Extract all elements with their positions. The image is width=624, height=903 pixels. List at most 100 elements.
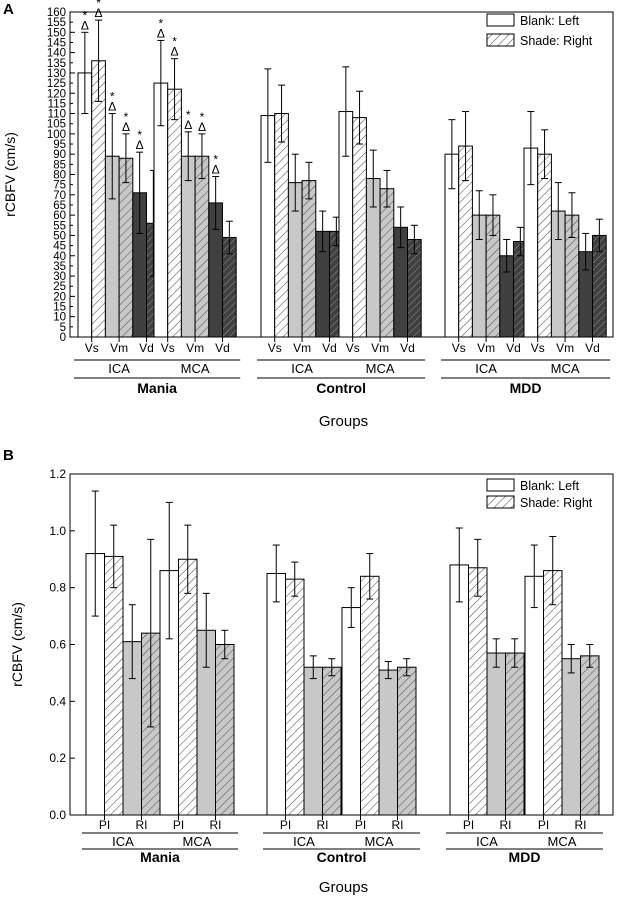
y-tick-label: 150 (47, 27, 66, 39)
significance-marker: * (124, 110, 129, 124)
significance-marker: * (83, 8, 88, 22)
group-label: Control (317, 849, 367, 865)
param-label: Vm (110, 341, 128, 355)
y-tick-label: 115 (48, 98, 66, 110)
param-label: PI (173, 818, 184, 832)
significance-marker: * (172, 35, 177, 49)
y-tick-label: 10 (53, 312, 66, 324)
x-axis-label: Groups (319, 413, 368, 430)
param-label: PI (463, 818, 474, 832)
param-label: Vs (85, 341, 99, 355)
panel-b: 0.0 0.2 0.4 0.6 0.8 1.0 1.2 rCBFV (cm/s) B Groups… (3, 447, 614, 896)
bar-control-mca-pi-right (360, 575, 380, 816)
significance-marker: Δ (171, 45, 179, 59)
vessel-label: ICA (112, 834, 134, 849)
bar-mdd-mca-vs-right (537, 153, 552, 338)
bar-control-ica-vm-right (301, 180, 317, 338)
y-axis-label: rCBFV (cm/s) (2, 132, 18, 217)
bar-mdd-mca-ri-right (580, 655, 600, 816)
y-tick-label: 125 (47, 78, 66, 90)
bar-mdd-mca-ri-left (561, 658, 581, 816)
bar-control-mca-ri-right (397, 666, 417, 816)
group-label: MDD (509, 849, 541, 865)
y-axis-label: rCBFV (cm/s) (9, 602, 25, 687)
group-label: Control (316, 380, 366, 396)
y-tick-label: 0 (60, 332, 66, 344)
y-tick-label: 80 (53, 170, 66, 182)
significance-marker: Δ (198, 120, 206, 134)
param-label: Vm (477, 341, 495, 355)
y-tick-label: 85 (53, 159, 66, 171)
significance-marker: Δ (95, 6, 103, 20)
significance-marker: * (200, 110, 205, 124)
param-label: Vd (215, 341, 230, 355)
bar-control-ica-ri-right (322, 666, 342, 816)
y-tick-label: 1.2 (49, 467, 66, 481)
legend: Blank: Left Shade: Right (486, 13, 593, 48)
y-tick-label: 100 (47, 129, 66, 141)
param-label: RI (136, 818, 148, 832)
vessel-label: MCA (366, 361, 395, 376)
vessel-label: ICA (108, 361, 130, 376)
significance-marker: * (213, 153, 218, 167)
significance-marker: Δ (81, 18, 89, 32)
significance-marker: * (137, 128, 142, 142)
bar-control-mca-vs-right (352, 117, 367, 338)
y-tick-label: 65 (53, 200, 66, 212)
bar-mdd-ica-pi-left (449, 564, 469, 816)
param-label: Vs (346, 341, 360, 355)
y-tick-label: 120 (47, 88, 66, 100)
y-tick-label: 5 (60, 322, 66, 334)
significance-marker: Δ (108, 100, 116, 114)
y-tick-label: 0.2 (49, 751, 66, 765)
param-label: Vd (400, 341, 415, 355)
bar-mdd-ica-ri-left (486, 652, 506, 816)
y-tick-label: 0.6 (49, 638, 66, 652)
y-tick-label: 50 (53, 230, 66, 242)
y-tick-label: 140 (47, 48, 66, 60)
param-label: RI (210, 818, 222, 832)
vessel-label: ICA (475, 361, 497, 376)
legend-swatch-hatch (486, 33, 515, 47)
legend-label: Blank: Left (520, 14, 580, 28)
group-label: MDD (510, 380, 542, 396)
y-tick-label: 145 (47, 37, 66, 49)
bar-mania-mca-vm-right (194, 155, 210, 338)
bar-mdd-ica-pi-right (468, 567, 488, 816)
y-tick-label: 160 (47, 7, 66, 19)
panel-label: A (3, 1, 14, 18)
param-label: RI (575, 818, 587, 832)
significance-marker: Δ (122, 120, 130, 134)
bar-control-ica-ri-left (303, 666, 323, 816)
vessel-label: MCA (181, 361, 210, 376)
y-tick-label: 25 (53, 281, 66, 293)
param-label: RI (392, 818, 404, 832)
y-tick-label: 1.0 (49, 524, 66, 538)
bar-mdd-ica-ri-right (505, 652, 525, 816)
y-tick-label: 155 (47, 17, 66, 29)
param-label: Vd (139, 341, 154, 355)
y-tick-label: 75 (53, 180, 66, 192)
param-label: Vm (371, 341, 389, 355)
param-label: RI (317, 818, 329, 832)
y-tick-label: 60 (53, 210, 66, 222)
vessel-label: ICA (293, 834, 315, 849)
y-tick-label: 55 (53, 220, 66, 232)
bar-mdd-mca-pi-right (543, 570, 563, 816)
param-label: Vs (161, 341, 175, 355)
bar-mania-mca-ri-right (215, 644, 235, 816)
y-tick-label: 0.8 (49, 581, 66, 595)
vessel-label: MCA (551, 361, 580, 376)
significance-marker: * (186, 108, 191, 122)
y-tick-label: 95 (53, 139, 66, 151)
param-label: RI (500, 818, 512, 832)
vessel-label: MCA (183, 834, 212, 849)
param-label: Vm (556, 341, 574, 355)
bar-control-mca-pi-left (341, 607, 361, 816)
vessel-label: ICA (291, 361, 313, 376)
significance-marker: Δ (212, 163, 220, 177)
legend-label: Blank: Left (520, 479, 580, 493)
significance-marker: Δ (184, 118, 192, 132)
param-label: PI (280, 818, 291, 832)
